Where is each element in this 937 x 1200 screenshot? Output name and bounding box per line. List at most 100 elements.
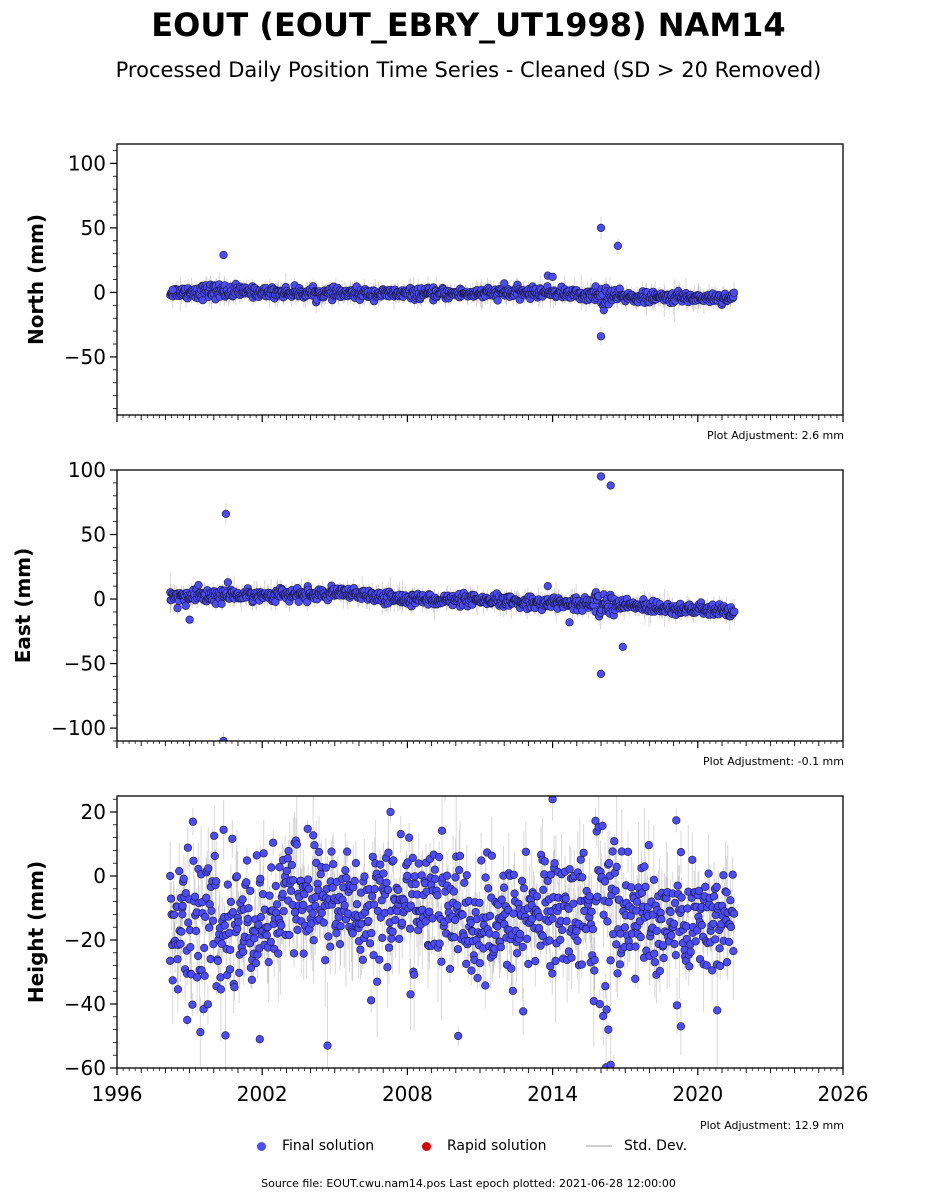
data-point <box>631 974 640 984</box>
data-point <box>431 874 440 884</box>
data-point <box>254 920 263 929</box>
chart-title: EOUT (EOUT_EBRY_UT1998) NAM14 <box>151 6 786 44</box>
data-point <box>273 900 282 909</box>
data-point <box>610 1079 618 1087</box>
data-point <box>631 942 640 951</box>
data-point <box>519 1007 528 1016</box>
data-point <box>410 970 419 979</box>
data-point <box>321 956 330 965</box>
data-point <box>565 618 574 627</box>
data-point <box>188 1000 197 1009</box>
data-point <box>247 975 256 985</box>
data-point <box>481 873 490 882</box>
data-point <box>548 969 557 978</box>
data-point <box>453 945 463 954</box>
data-point <box>317 908 326 918</box>
data-point <box>667 931 676 940</box>
data-point <box>548 796 557 804</box>
north-points <box>166 223 739 341</box>
data-point <box>223 880 232 889</box>
data-point <box>258 890 268 899</box>
data-point <box>593 892 602 901</box>
data-point <box>451 915 460 925</box>
data-point <box>603 917 612 926</box>
data-point <box>640 862 649 871</box>
data-point <box>657 915 666 924</box>
data-point <box>271 881 280 891</box>
data-point <box>558 925 567 935</box>
data-point <box>177 927 186 936</box>
data-point <box>711 935 720 944</box>
x-tick-label: 1996 <box>92 1082 143 1106</box>
data-point <box>577 960 587 969</box>
data-point <box>323 1041 332 1050</box>
data-point <box>217 599 226 608</box>
data-point <box>477 856 486 865</box>
x-tick-label: 2020 <box>672 1082 723 1106</box>
data-point <box>316 870 325 879</box>
data-point <box>256 874 265 883</box>
data-point <box>343 847 352 856</box>
data-point <box>235 968 244 977</box>
east-data <box>166 472 739 741</box>
data-point <box>567 953 576 962</box>
data-point <box>287 886 296 895</box>
data-point <box>308 909 317 918</box>
y-tick-label: 0 <box>93 864 106 888</box>
data-point <box>173 985 182 994</box>
data-point <box>382 878 391 887</box>
data-point <box>691 937 700 946</box>
data-point <box>510 889 519 898</box>
data-point <box>279 907 288 916</box>
data-point <box>590 966 599 975</box>
data-point <box>612 940 621 949</box>
data-point <box>348 929 357 938</box>
data-point <box>251 958 261 968</box>
data-point <box>497 895 506 904</box>
data-point <box>166 871 175 881</box>
data-point <box>670 939 679 949</box>
data-point <box>289 875 298 885</box>
data-point <box>595 999 605 1009</box>
data-point <box>685 962 694 971</box>
data-point <box>387 934 396 943</box>
data-point <box>202 893 211 902</box>
data-point <box>329 860 338 869</box>
data-point <box>670 898 680 908</box>
data-point <box>671 950 680 960</box>
data-point <box>304 875 313 884</box>
data-point <box>536 941 545 950</box>
data-point <box>666 907 675 917</box>
data-point <box>256 912 266 922</box>
legend-rapid: Rapid solution <box>422 1138 547 1154</box>
data-point <box>650 949 659 958</box>
data-point <box>543 581 552 591</box>
data-point <box>386 807 395 817</box>
data-point <box>321 863 330 872</box>
data-point <box>466 918 475 927</box>
legend-final: Final solution <box>257 1138 374 1154</box>
data-point <box>722 958 732 967</box>
data-point <box>719 871 728 880</box>
data-point <box>615 960 625 969</box>
data-point <box>515 929 525 939</box>
data-point <box>206 954 215 964</box>
data-point <box>332 928 341 938</box>
data-point <box>269 838 278 847</box>
data-point <box>425 907 434 916</box>
data-point <box>707 966 717 975</box>
data-point <box>686 947 695 956</box>
data-point <box>430 865 440 874</box>
data-point <box>676 847 686 857</box>
data-point <box>388 927 397 936</box>
data-point <box>517 876 527 886</box>
data-point <box>585 892 594 901</box>
data-point <box>283 854 292 863</box>
data-point <box>228 834 237 843</box>
data-point <box>599 910 608 919</box>
data-point <box>193 973 202 982</box>
data-point <box>562 917 571 926</box>
data-point <box>314 847 324 857</box>
data-point <box>264 957 273 967</box>
legend-sd-label: Std. Dev. <box>624 1138 688 1154</box>
